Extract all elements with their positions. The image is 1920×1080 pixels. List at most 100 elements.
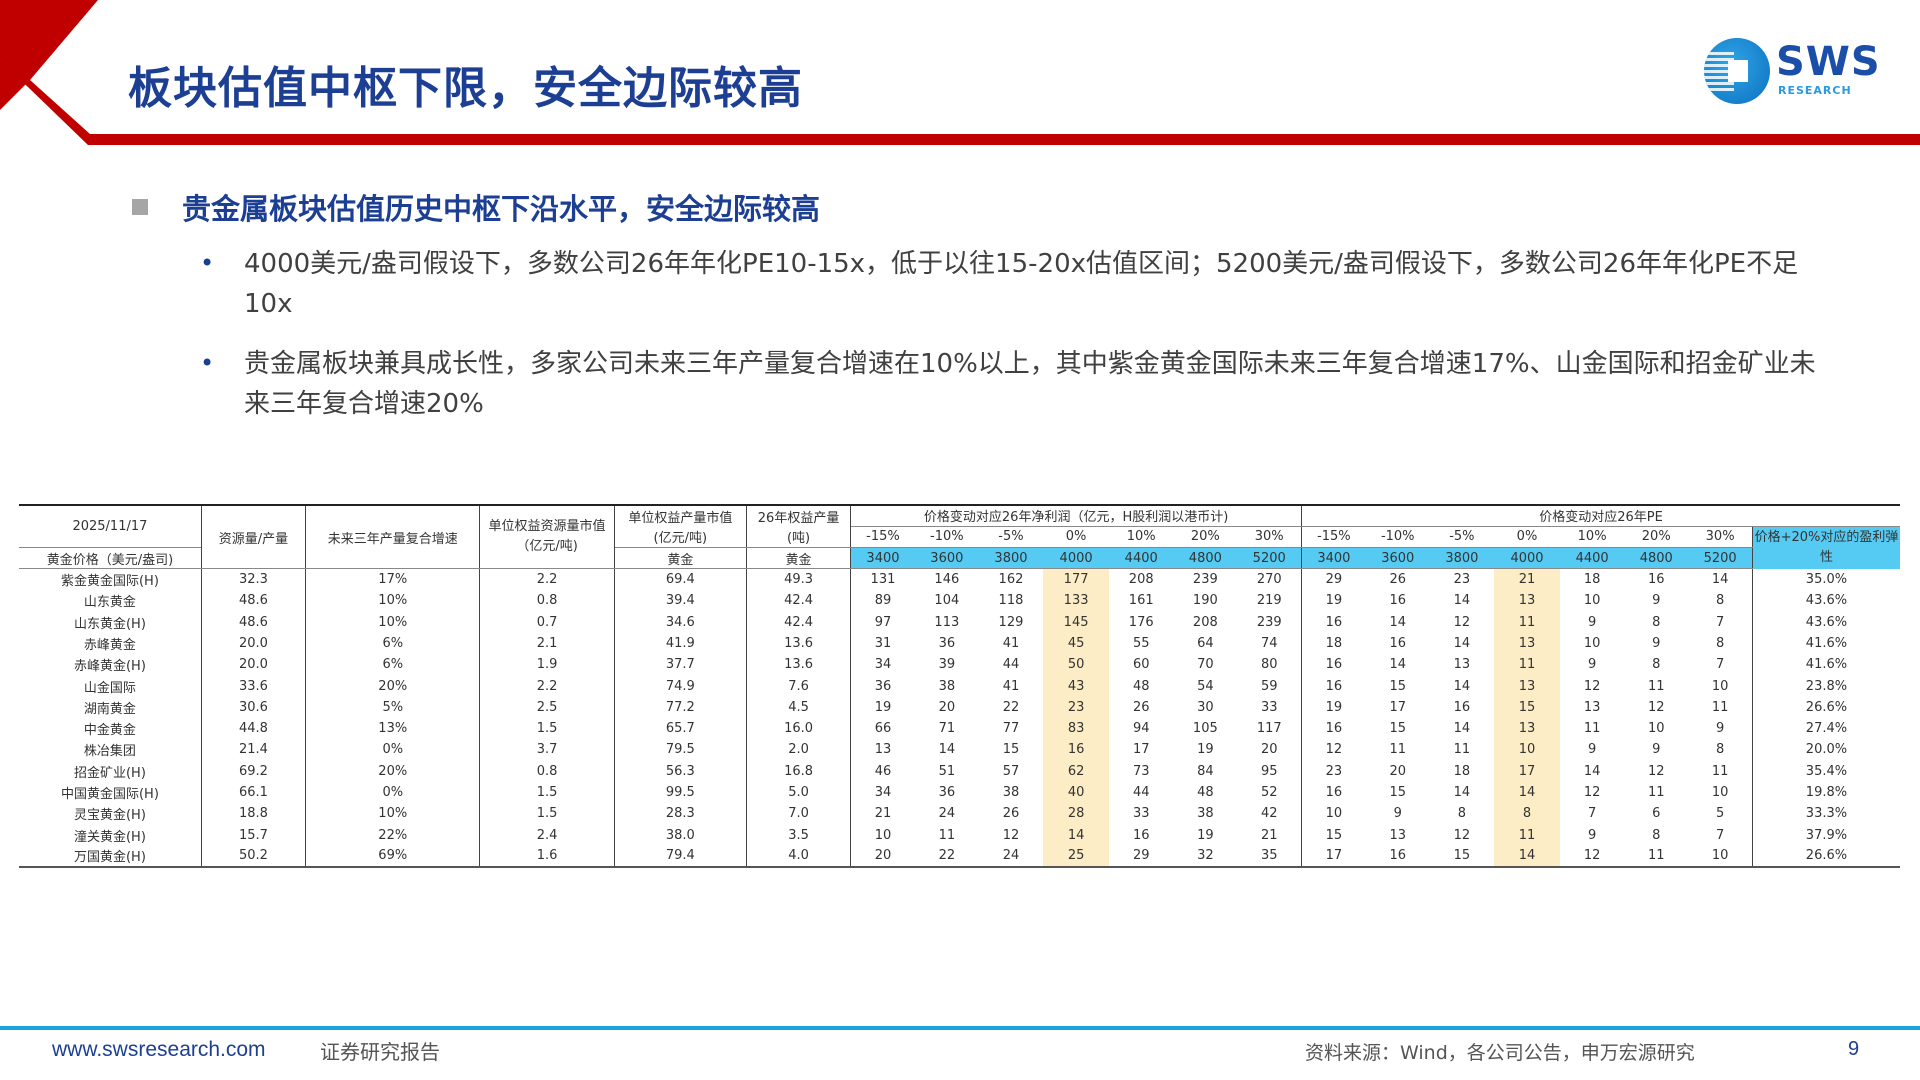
pe-cell: 20: [1389, 763, 1406, 779]
cagr-cell: 20%: [305, 675, 481, 697]
pe-cell: 15: [1493, 696, 1561, 718]
profit-cell: 33: [1132, 806, 1150, 822]
pe-cell: 9: [1587, 614, 1597, 630]
unit-output-mv-cell: 74.9: [614, 675, 747, 697]
table-row: 山东黄金 48.6 10% 0.8 39.4 42.4 89 104 118 133 161 190 2…: [19, 590, 1900, 612]
footer-url[interactable]: www.swsresearch.com: [52, 1038, 266, 1061]
profit-cell: 66: [874, 721, 892, 737]
table-row: 湖南黄金 30.6 5% 2.5 77.2 4.5 19 20 22 23 26 30 33 19 17 16…: [19, 696, 1900, 718]
output26-cell: 49.3: [746, 568, 852, 591]
pe-cell: 10: [1688, 845, 1753, 869]
profit-cell: 25: [1043, 845, 1110, 869]
pe-cell: 23: [1453, 572, 1471, 588]
cagr-cell: 13%: [305, 717, 481, 740]
profit-cell: 176: [1128, 614, 1154, 630]
profit-cell: 48: [1132, 678, 1150, 694]
pe-cell: 16: [1325, 614, 1343, 630]
table-header: 2025/11/17 资源量/产量 未来三年产量复合增速 单位权益资源量市值（亿…: [19, 505, 1900, 570]
profit-cell: 59: [1237, 675, 1303, 697]
table-row: 山东黄金(H) 48.6 10% 0.7 34.6 42.4 97 113 129 145 176 2…: [19, 611, 1900, 633]
reserve-ratio-cell: 32.3: [201, 568, 307, 591]
header-unit-resource-mv: 单位权益资源量市值（亿元/吨): [479, 505, 615, 570]
unit-resource-mv-cell: 1.5: [479, 803, 615, 825]
company-name-cell: 紫金黄金国际(H): [19, 568, 202, 591]
cagr-cell: 10%: [305, 611, 481, 633]
pe-cell: 9: [1393, 806, 1402, 822]
reserve-ratio-cell: 20.0: [201, 654, 307, 676]
company-name-cell: 万国黄金(H): [19, 845, 202, 869]
pe-cell: 13: [1583, 699, 1601, 715]
header-unit-output-mv-unit: (亿元/吨): [614, 526, 747, 549]
bullet-dot-icon: •: [200, 249, 215, 277]
profit-cell: 31: [874, 635, 892, 651]
pe-cell: 14: [1389, 657, 1406, 673]
profit-cell: 38: [1197, 806, 1214, 822]
cagr-cell: 6%: [305, 632, 481, 655]
pe-cell: 15: [1325, 827, 1343, 843]
footer-source: 资料来源：Wind，各公司公告，申万宏源研究: [1305, 1042, 1695, 1064]
cagr-cell: 6%: [305, 654, 481, 676]
header-elasticity: 价格+20%对应的盈利弹性: [1752, 526, 1900, 569]
pe-cell: 8: [1652, 657, 1661, 673]
profit-cell: 97: [874, 614, 892, 630]
profit-cell: 43: [1043, 675, 1110, 697]
pe-cell: 21: [1493, 568, 1561, 591]
unit-resource-mv-cell: 0.8: [479, 760, 615, 782]
price-cell: 3800: [1429, 547, 1494, 570]
table-row: 中国黄金国际(H) 66.1 0% 1.5 99.5 5.0 34 36 38 40 44 48 52 1…: [19, 781, 1900, 804]
pe-cell: 16: [1325, 721, 1343, 737]
table-row: 株冶集团 21.4 0% 3.7 79.5 2.0 13 14 15 16 17 19 20 12 11 11…: [19, 739, 1900, 761]
profit-cell: 48: [1197, 785, 1214, 800]
output26-cell: 4.5: [746, 696, 852, 718]
pe-cell: 10: [1688, 675, 1753, 697]
pe-cell: 12: [1647, 763, 1665, 779]
change-cell: 0%: [1043, 526, 1110, 549]
profit-cell: 19: [1197, 827, 1214, 843]
pe-cell: 7: [1688, 654, 1753, 676]
change-cell: -10%: [914, 526, 979, 549]
pe-cell: 11: [1583, 721, 1601, 737]
profit-cell: 57: [1002, 763, 1020, 779]
output26-cell: 7.6: [746, 675, 852, 697]
profit-cell: 22: [1002, 699, 1020, 715]
table-row: 灵宝黄金(H) 18.8 10% 1.5 28.3 7.0 21 24 26 28 33 38 42 10…: [19, 803, 1900, 825]
profit-cell: 94: [1132, 721, 1150, 737]
pe-cell: 14: [1493, 781, 1561, 804]
company-name-cell: 赤峰黄金: [19, 632, 202, 655]
pe-cell: 16: [1365, 845, 1430, 869]
table-row: 中金黄金 44.8 13% 1.5 65.7 16.0 66 71 77 83 94 105 117 16…: [19, 717, 1900, 740]
unit-resource-mv-cell: 2.2: [479, 675, 615, 697]
profit-cell: 131: [870, 572, 896, 588]
pe-cell: 9: [1688, 717, 1753, 740]
profit-cell: 118: [998, 593, 1024, 609]
company-name-cell: 株冶集团: [19, 739, 202, 761]
unit-output-mv-cell: 79.4: [614, 845, 747, 869]
profit-cell: 32: [1173, 845, 1238, 869]
header-gold-price-label: 黄金价格（美元/盎司): [19, 547, 202, 570]
pe-cell: 8: [1652, 827, 1661, 843]
price-cell: 4000: [1043, 547, 1110, 570]
profit-cell: 77: [1002, 721, 1020, 737]
pe-cell: 10: [1583, 593, 1601, 609]
pe-cell: 13: [1493, 590, 1561, 612]
header-reserve-ratio: 资源量/产量: [201, 505, 307, 570]
header-gold: 黄金: [746, 547, 852, 570]
profit-cell: 190: [1192, 593, 1218, 609]
table-row: 赤峰黄金 20.0 6% 2.1 41.9 13.6 31 36 41 45 55 64 74 18 16 1…: [19, 632, 1900, 655]
cagr-cell: 10%: [305, 590, 481, 612]
pe-cell: 16: [1325, 678, 1343, 694]
unit-output-mv-cell: 65.7: [614, 717, 747, 740]
pe-cell: 12: [1325, 742, 1343, 758]
price-cell: 3800: [978, 547, 1044, 570]
header-output26-unit: (吨): [746, 526, 852, 549]
change-cell: -15%: [850, 526, 915, 549]
cagr-cell: 69%: [305, 845, 481, 869]
pe-cell: 15: [1389, 785, 1406, 800]
profit-cell: 73: [1132, 763, 1150, 779]
company-name-cell: 中国黄金国际(H): [19, 781, 202, 804]
profit-cell: 12: [1002, 827, 1020, 843]
profit-cell: 34: [874, 785, 892, 800]
pe-cell: 11: [1688, 760, 1753, 782]
unit-output-mv-cell: 79.5: [614, 739, 747, 761]
change-cell: -5%: [1429, 526, 1494, 549]
